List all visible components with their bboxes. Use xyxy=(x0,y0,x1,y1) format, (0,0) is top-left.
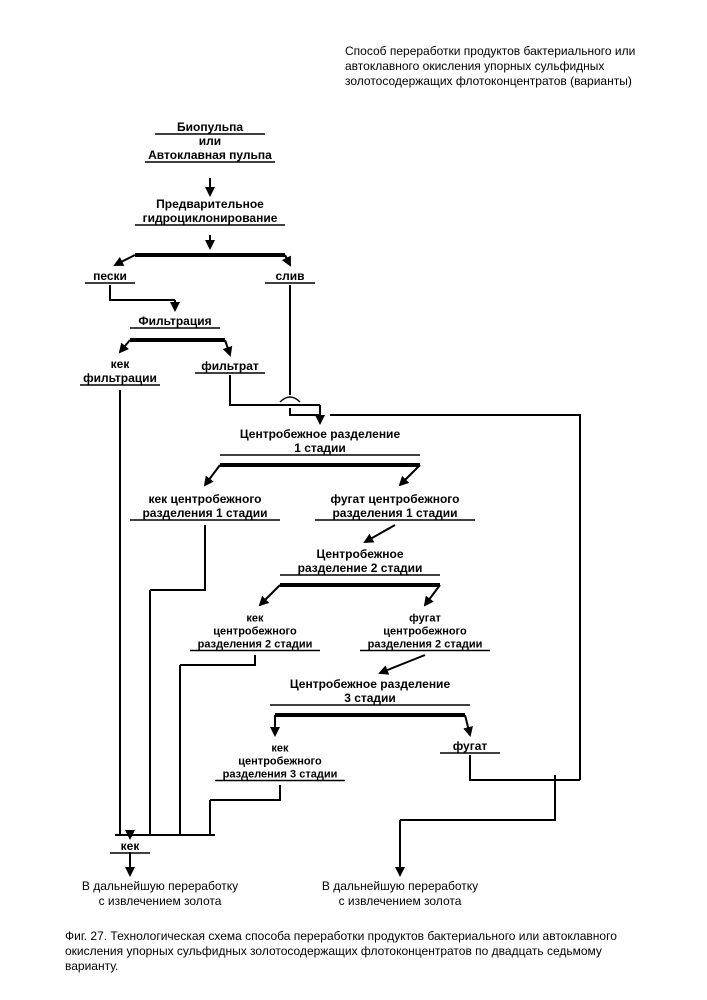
svg-text:В дальнейшую переработкус извл: В дальнейшую переработкус извлечением зо… xyxy=(82,879,238,908)
node-n1: БиопульпаилиАвтоклавная пульпа xyxy=(145,120,275,162)
svg-text:пески: пески xyxy=(93,269,127,283)
svg-text:фугат центробежногоразделения: фугат центробежногоразделения 1 стадии xyxy=(331,492,460,520)
svg-text:Центробежное разделение3 стади: Центробежное разделение3 стадии xyxy=(290,677,451,705)
svg-text:Фильтрация: Фильтрация xyxy=(138,314,211,328)
node-n5: Фильтрация xyxy=(130,314,220,328)
node-n8: Центробежное разделение1 стадии xyxy=(220,427,420,455)
svg-text:слив: слив xyxy=(275,269,304,283)
node-n10: фугат центробежногоразделения 1 стадии xyxy=(315,492,475,520)
node-n17: кек xyxy=(110,839,150,853)
svg-text:фильтрат: фильтрат xyxy=(201,359,259,373)
node-n6: кекфильтрации xyxy=(80,357,160,385)
node-n2: Предварительноегидроциклонирование xyxy=(135,197,285,225)
node-n14: Центробежное разделение3 стадии xyxy=(270,677,470,705)
svg-text:Способ переработки продуктов: Способ переработки продуктов бактериальн… xyxy=(345,44,635,88)
node-n11: Центробежноеразделение 2 стадии xyxy=(280,547,440,575)
svg-text:кек центробежногоразделения 1: кек центробежногоразделения 1 стадии xyxy=(142,492,267,520)
node-n15: кекцентробежногоразделения 3 стадии xyxy=(215,743,345,781)
node-n9: кек центробежногоразделения 1 стадии xyxy=(130,492,280,520)
node-n16: фугат xyxy=(440,739,500,753)
svg-text:Центробежноеразделение 2 стади: Центробежноеразделение 2 стадии xyxy=(298,547,423,575)
svg-text:фугатцентробежногоразделения 2: фугатцентробежногоразделения 2 стадии xyxy=(368,613,483,651)
svg-text:Фиг. 27. Технологическая схема: Фиг. 27. Технологическая схема способа п… xyxy=(65,929,617,973)
svg-text:В дальнейшую переработкус извл: В дальнейшую переработкус извлечением зо… xyxy=(322,879,478,908)
svg-text:кекфильтрации: кекфильтрации xyxy=(83,357,157,385)
svg-text:кекцентробежногоразделения 2 с: кекцентробежногоразделения 2 стадии xyxy=(198,613,313,651)
node-n12: кекцентробежногоразделения 2 стадии xyxy=(190,613,320,651)
node-n7: фильтрат xyxy=(195,359,265,373)
svg-text:фугат: фугат xyxy=(453,739,488,753)
node-n4: слив xyxy=(265,269,315,283)
svg-text:Предварительноегидроциклониров: Предварительноегидроциклонирование xyxy=(143,197,278,225)
node-n3: пески xyxy=(85,269,135,283)
node-n13: фугатцентробежногоразделения 2 стадии xyxy=(360,613,490,651)
svg-text:кек: кек xyxy=(121,839,141,853)
svg-text:Центробежное разделение1 стади: Центробежное разделение1 стадии xyxy=(240,427,401,455)
flowchart-diagram: Способ переработки продуктов бактериальн… xyxy=(0,0,707,1000)
svg-text:БиопульпаилиАвтоклавная пульпа: БиопульпаилиАвтоклавная пульпа xyxy=(148,120,272,162)
svg-text:кекцентробежногоразделения 3 с: кекцентробежногоразделения 3 стадии xyxy=(223,743,338,781)
